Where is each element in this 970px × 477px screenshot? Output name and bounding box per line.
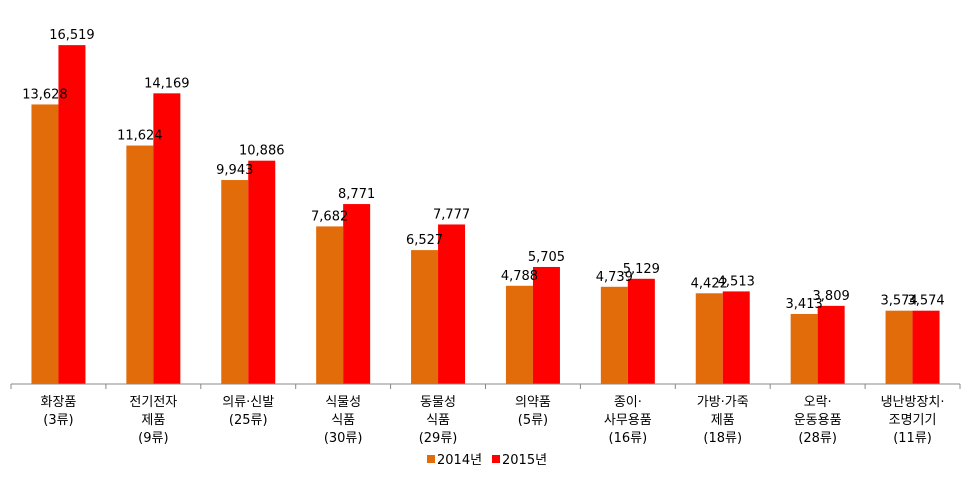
bar-2015-6 <box>627 278 655 384</box>
bar-2014-4 <box>411 250 439 384</box>
bar-2014-0 <box>31 104 59 385</box>
category-label-5-line-0: 의약품 <box>515 395 551 410</box>
bar-2015-7 <box>722 291 750 384</box>
value-label-2014-8: 3,413 <box>786 297 823 312</box>
value-label-2015-0: 16,519 <box>49 28 95 43</box>
bar-2014-3 <box>316 226 344 384</box>
value-label-2015-7: 4,513 <box>718 274 755 289</box>
legend-swatch-2014 <box>427 455 435 463</box>
category-label-9-line-0: 냉난방장치· <box>881 395 945 410</box>
bar-2015-4 <box>438 224 466 384</box>
category-label-0-line-1: (3류) <box>43 413 73 428</box>
value-label-2015-2: 10,886 <box>239 144 285 159</box>
category-label-8-line-1: 운동용품 <box>794 413 842 428</box>
category-label-3-line-1: 식품 <box>331 413 355 428</box>
category-label-8-line-0: 오락· <box>804 395 832 410</box>
legend-label-2015: 2015년 <box>502 453 547 468</box>
category-label-9-line-2: (11류) <box>893 431 932 446</box>
category-label-3-line-0: 식물성 <box>325 395 361 410</box>
bar-2014-6 <box>600 286 628 384</box>
category-label-2-line-0: 의류·신발 <box>222 395 274 410</box>
category-label-8-line-2: (28류) <box>798 431 837 446</box>
category-label-7-line-1: 제품 <box>711 413 735 428</box>
category-label-7-line-2: (18류) <box>703 431 742 446</box>
value-label-2015-4: 7,777 <box>433 207 470 222</box>
category-label-7-line-0: 가방·가죽 <box>697 395 749 410</box>
value-label-2014-4: 6,527 <box>406 233 443 248</box>
value-label-2014-1: 11,624 <box>117 129 163 144</box>
value-label-2015-5: 5,705 <box>528 250 565 265</box>
category-label-0-line-0: 화장품 <box>41 395 77 410</box>
value-label-2015-8: 3,809 <box>813 289 850 304</box>
value-label-2014-7: 4,422 <box>691 276 728 291</box>
bar-2015-0 <box>58 45 86 385</box>
category-label-1-line-1: 제품 <box>141 413 165 428</box>
bar-2014-5 <box>505 285 533 384</box>
bar-2015-2 <box>248 160 276 384</box>
legend: 2014년 2015년 <box>427 453 547 468</box>
bar-2014-2 <box>221 180 249 384</box>
category-label-6-line-2: (16류) <box>609 431 648 446</box>
category-label-4-line-0: 동물성 <box>420 395 456 410</box>
category-label-1-line-2: (9류) <box>138 431 168 446</box>
value-label-2014-9: 3,574 <box>880 294 917 309</box>
bar-2015-3 <box>343 204 371 384</box>
bars-group <box>31 45 940 385</box>
value-label-2014-6: 4,739 <box>596 270 633 285</box>
x-axis-ticks <box>10 384 961 389</box>
category-label-4-line-2: (29류) <box>419 431 458 446</box>
bar-2015-1 <box>153 93 181 385</box>
legend-label-2014: 2014년 <box>437 453 482 468</box>
category-label-5-line-1: (5류) <box>518 413 548 428</box>
bar-2014-7 <box>695 293 723 384</box>
category-label-1-line-0: 전기전자 <box>129 395 177 410</box>
value-labels-group: 13,628 16,519 11,624 14,169 9,943 10,886 7,682… <box>22 28 944 312</box>
bar-2014-1 <box>126 145 154 384</box>
bar-2015-5 <box>532 266 560 384</box>
value-label-2014-2: 9,943 <box>216 163 253 178</box>
category-label-2-line-1: (25류) <box>229 413 268 428</box>
category-label-6-line-1: 사무용품 <box>604 413 652 428</box>
bar-2014-8 <box>790 313 818 384</box>
bar-2015-9 <box>912 310 940 384</box>
value-label-2015-9: 3,574 <box>907 294 944 309</box>
category-label-3-line-2: (30류) <box>324 431 363 446</box>
category-label-9-line-1: 조명기기 <box>889 413 937 428</box>
legend-swatch-2015 <box>492 455 500 463</box>
bar-2015-8 <box>817 305 845 384</box>
category-label-4-line-1: 식품 <box>426 413 450 428</box>
value-label-2015-3: 8,771 <box>338 187 375 202</box>
bar-2014-9 <box>885 310 913 384</box>
value-label-2015-1: 14,169 <box>144 76 190 91</box>
value-label-2014-3: 7,682 <box>311 209 348 224</box>
category-label-6-line-0: 종이· <box>614 395 642 410</box>
value-label-2014-0: 13,628 <box>22 87 68 102</box>
value-label-2014-5: 4,788 <box>501 269 538 284</box>
value-label-2015-6: 5,129 <box>623 262 660 277</box>
